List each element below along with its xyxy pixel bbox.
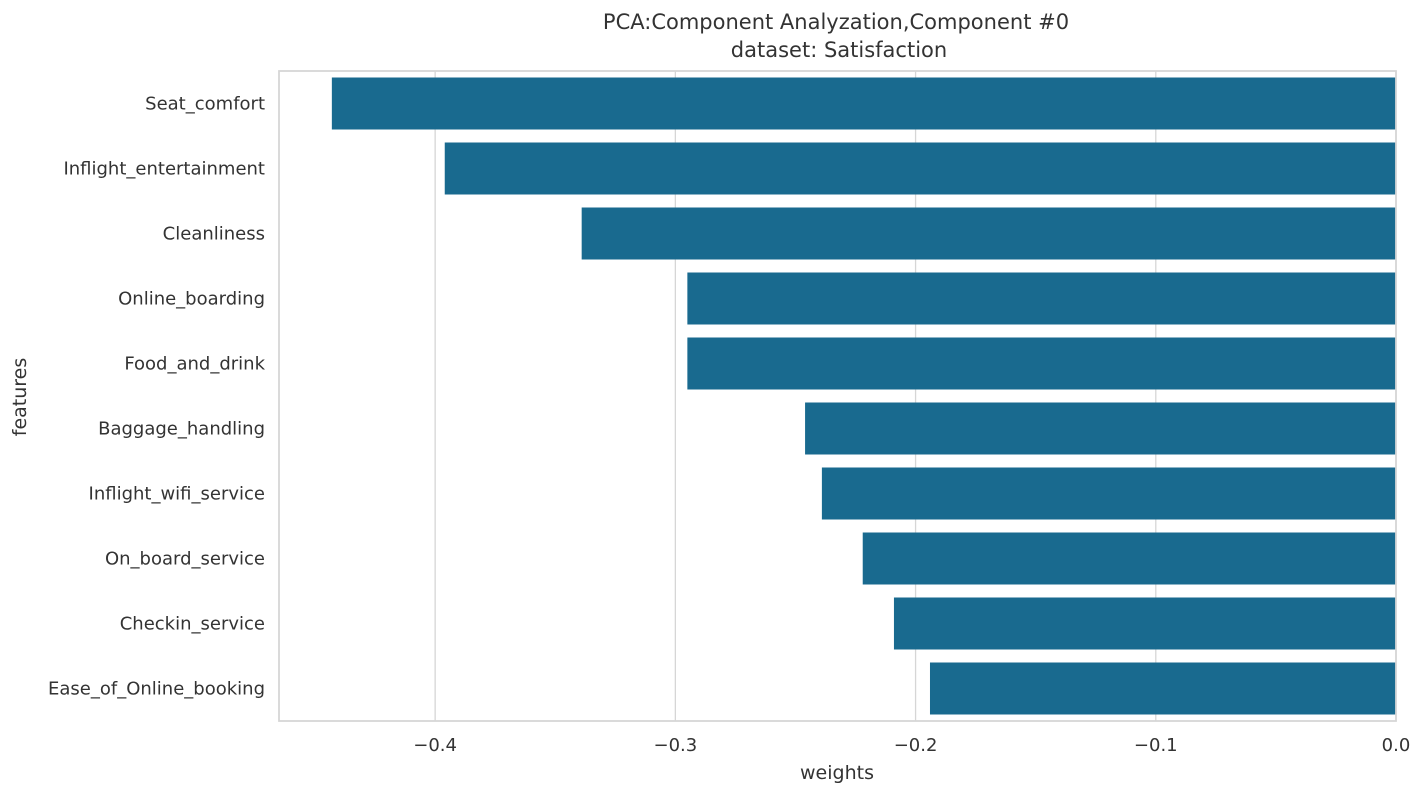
bar-inflight-wifi-service — [821, 467, 1396, 520]
plot-frame — [278, 70, 1397, 722]
bar-inflight-entertainment — [444, 142, 1396, 195]
x-axis-label: weights — [800, 762, 874, 784]
y-axis-label: features — [9, 358, 31, 437]
bar-cleanliness — [581, 207, 1396, 260]
x-tick-label-0: −0.4 — [413, 735, 457, 756]
x-tick-labels: −0.4 −0.3 −0.2 −0.1 0.0 — [413, 735, 1410, 756]
y-tick-label-0: Seat_comfort — [145, 94, 265, 115]
y-tick-label-1: Inflight_entertainment — [63, 159, 265, 180]
x-tick-label-1: −0.3 — [653, 735, 697, 756]
x-tick-label-4: 0.0 — [1382, 735, 1411, 756]
x-tick-label-3: −0.1 — [1134, 735, 1178, 756]
y-tick-label-2: Cleanliness — [163, 224, 265, 245]
bar-on-board-service — [862, 532, 1396, 585]
y-tick-labels: Seat_comfort Inflight_entertainment Cleanl… — [48, 94, 266, 700]
y-tick-label-8: Checkin_service — [120, 614, 265, 635]
y-tick-label-6: Inflight_wifi_service — [89, 484, 265, 505]
bar-online-boarding — [687, 272, 1396, 325]
y-tick-label-5: Baggage_handling — [98, 419, 265, 440]
bar-food-and-drink — [687, 337, 1396, 390]
bar-seat-comfort — [331, 77, 1397, 130]
bar-baggage-handling — [805, 402, 1396, 455]
y-tick-label-4: Food_and_drink — [124, 354, 265, 375]
chart-subtitle: dataset: Satisfaction — [731, 38, 947, 62]
y-tick-label-7: On_board_service — [105, 549, 265, 570]
y-tick-label-9: Ease_of_Online_booking — [48, 679, 265, 700]
y-tick-label-3: Online_boarding — [118, 289, 265, 310]
x-tick-label-2: −0.2 — [894, 735, 938, 756]
chart-title: PCA:Component Analyzation,Component #0 — [603, 10, 1069, 34]
bars — [331, 77, 1397, 715]
bar-ease-of-online-booking — [929, 662, 1396, 715]
bar-checkin-service — [893, 597, 1396, 650]
